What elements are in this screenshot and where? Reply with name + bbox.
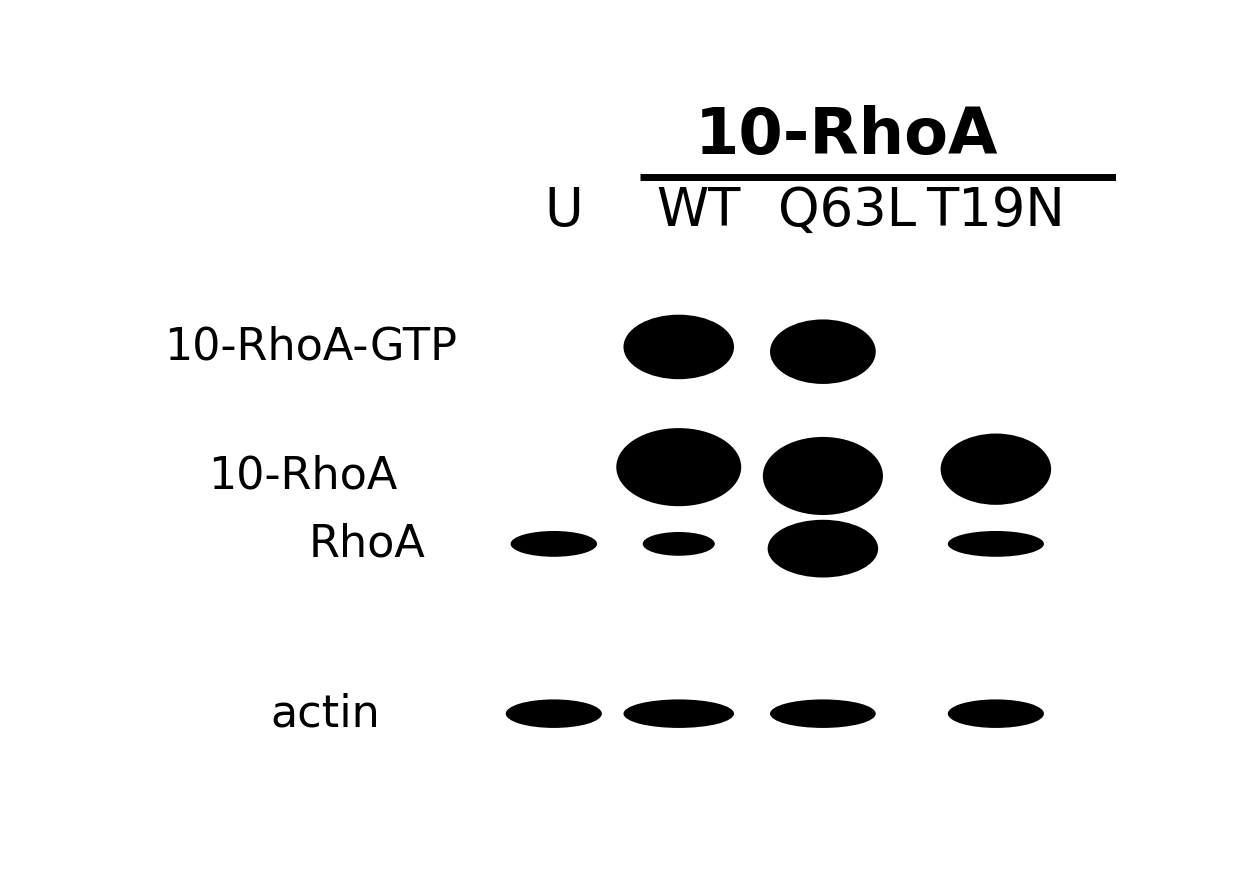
- Ellipse shape: [624, 315, 734, 379]
- Ellipse shape: [506, 699, 601, 728]
- Ellipse shape: [616, 428, 742, 506]
- Ellipse shape: [770, 319, 875, 384]
- Text: RhoA: RhoA: [309, 522, 425, 565]
- Ellipse shape: [768, 519, 878, 578]
- Ellipse shape: [511, 531, 598, 557]
- Text: 10-RhoA: 10-RhoA: [208, 454, 397, 497]
- Ellipse shape: [947, 699, 1044, 728]
- Text: U: U: [544, 185, 583, 237]
- Ellipse shape: [947, 531, 1044, 557]
- Text: T19N: T19N: [926, 185, 1065, 237]
- Ellipse shape: [941, 434, 1052, 505]
- Ellipse shape: [770, 699, 875, 728]
- Ellipse shape: [763, 437, 883, 515]
- Text: 10-RhoA-GTP: 10-RhoA-GTP: [165, 325, 458, 369]
- Text: 10-RhoA: 10-RhoA: [696, 106, 998, 168]
- Text: actin: actin: [270, 692, 381, 736]
- Text: Q63L: Q63L: [777, 185, 916, 237]
- Ellipse shape: [642, 532, 714, 556]
- Text: WT: WT: [656, 185, 740, 237]
- Ellipse shape: [624, 699, 734, 728]
